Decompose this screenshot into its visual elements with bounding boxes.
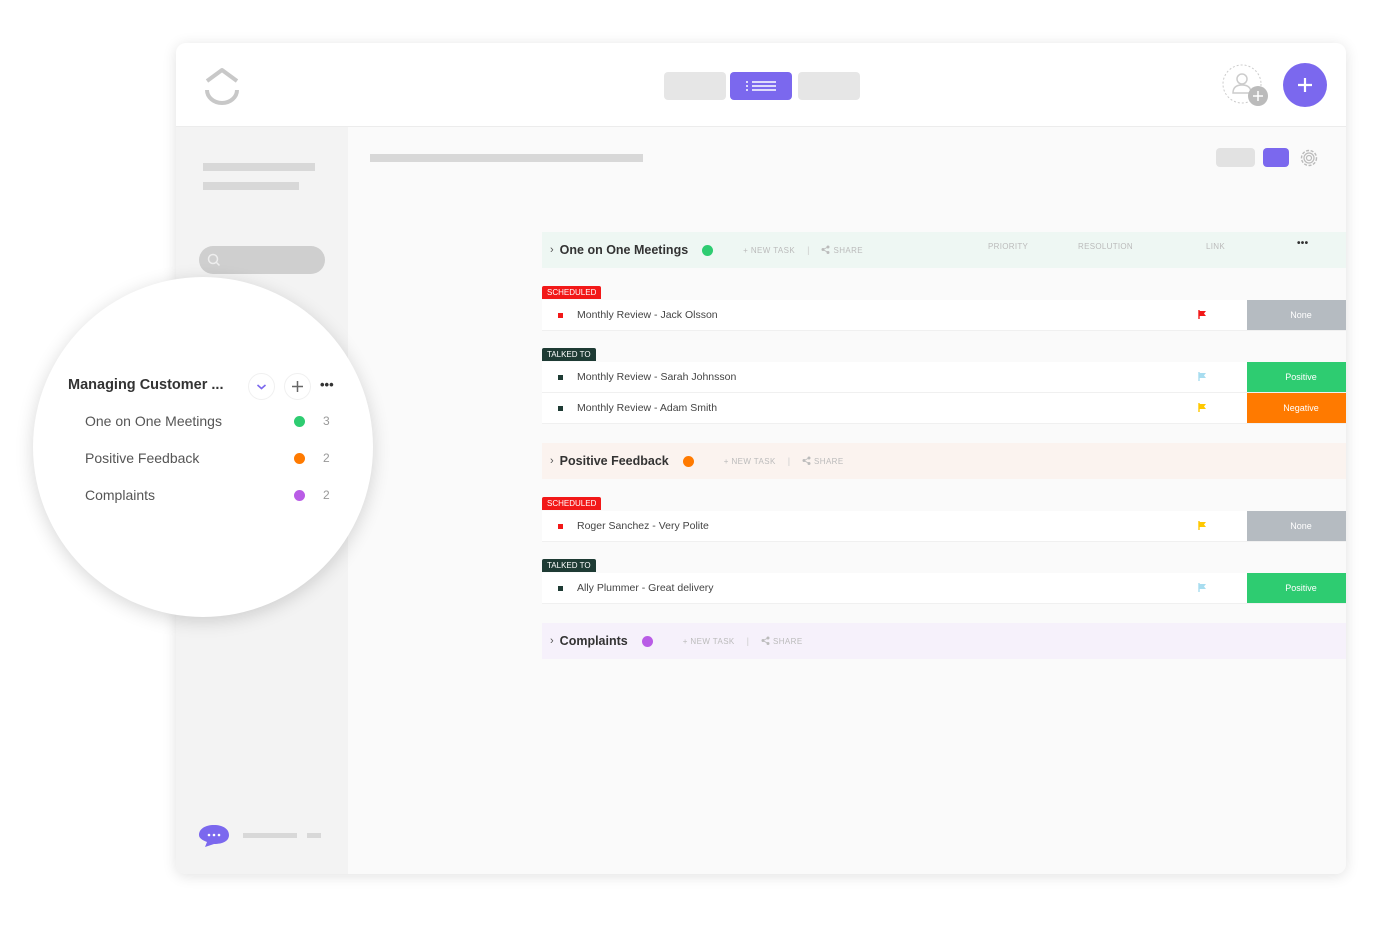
resolution-cell[interactable]: Positive (1247, 362, 1346, 392)
task-name[interactable]: Roger Sanchez - Very Polite (577, 520, 709, 532)
add-user-icon[interactable] (1221, 63, 1271, 109)
sidebar-placeholder (203, 182, 299, 190)
list-group-header[interactable]: ›Complaints+ NEW TASK|SHARE› LIST DETAIL… (542, 623, 1346, 659)
share-label: SHARE (833, 246, 864, 255)
more-icon[interactable]: ••• (320, 377, 334, 392)
task-row[interactable]: Monthly Review - Jack OlssonNonehttp://w… (542, 300, 1346, 331)
list-color-dot (294, 416, 305, 427)
divider: | (787, 456, 791, 466)
divider: | (746, 636, 750, 646)
sidebar-placeholder (203, 163, 315, 171)
column-header-priority[interactable]: PRIORITY (988, 242, 1029, 251)
page-title-placeholder (370, 154, 643, 162)
space-title[interactable]: Managing Customer ... (68, 377, 224, 393)
chevron-right-icon[interactable]: › (550, 455, 554, 467)
status-tag: TALKED TO (542, 348, 596, 361)
priority-flag-icon[interactable] (1198, 583, 1206, 592)
resolution-cell[interactable]: Negative (1247, 393, 1346, 423)
view-tab-board[interactable] (664, 72, 726, 100)
search-icon (207, 253, 221, 267)
share-icon (761, 636, 770, 645)
list-group-title[interactable]: Positive Feedback (559, 454, 669, 468)
share-label: SHARE (773, 637, 803, 646)
status-square (558, 405, 563, 411)
priority-flag-icon[interactable] (1198, 372, 1206, 381)
status-square (558, 312, 563, 318)
list-task-count: 2 (323, 451, 330, 465)
status-tag: TALKED TO (542, 559, 596, 572)
task-row[interactable]: Roger Sanchez - Very PoliteNonehttp://ww… (542, 511, 1346, 542)
list-group-title[interactable]: One on One Meetings (559, 243, 689, 257)
list-group-header[interactable]: ›Positive Feedback+ NEW TASK|SHARE› LIST… (542, 443, 1346, 479)
sidebar-list-item[interactable]: Positive Feedback (85, 450, 200, 466)
plus-icon (292, 381, 303, 392)
footer-placeholder (243, 833, 297, 838)
logo-icon[interactable] (203, 65, 243, 107)
chevron-right-icon[interactable]: › (550, 635, 554, 647)
share-button[interactable]: SHARE (761, 636, 803, 646)
status-square (558, 585, 563, 591)
top-bar (176, 43, 1346, 127)
status-tag: SCHEDULED (542, 497, 602, 510)
status-dot (682, 455, 694, 467)
task-name[interactable]: Monthly Review - Sarah Johnsson (577, 371, 737, 383)
view-tab-calendar[interactable] (798, 72, 860, 100)
list-color-dot (294, 490, 305, 501)
sidebar-list-item[interactable]: Complaints (85, 487, 156, 503)
task-row[interactable]: Ally Plummer - Great deliveryPositivehtt… (542, 573, 1346, 604)
priority-flag-icon[interactable] (1198, 521, 1206, 530)
list-group-title[interactable]: Complaints (559, 634, 628, 648)
create-button[interactable] (1283, 63, 1327, 107)
list-task-count: 3 (323, 414, 330, 428)
toggle-button-active[interactable] (1263, 148, 1289, 167)
list-color-dot (294, 453, 305, 464)
chevron-down-icon (256, 384, 267, 390)
resolution-cell[interactable]: None (1247, 300, 1346, 330)
status-dot (641, 635, 653, 647)
list-group-header[interactable]: ›One on One Meetings+ NEW TASK|SHARE› LI… (542, 232, 1346, 268)
new-task-button[interactable]: + NEW TASK (682, 636, 735, 646)
task-name[interactable]: Monthly Review - Adam Smith (577, 402, 718, 414)
share-icon (821, 245, 830, 254)
share-button[interactable]: SHARE (802, 456, 844, 466)
status-square (558, 374, 563, 380)
toggle-button[interactable] (1216, 148, 1255, 167)
collapse-button[interactable] (248, 373, 275, 400)
add-list-button[interactable] (284, 373, 311, 400)
view-tab-list[interactable] (730, 72, 792, 100)
share-label: SHARE (814, 457, 844, 466)
share-button[interactable]: SHARE (821, 245, 863, 255)
task-name[interactable]: Ally Plummer - Great delivery (577, 582, 714, 594)
divider: | (807, 245, 810, 255)
priority-flag-icon[interactable] (1198, 403, 1206, 412)
chevron-right-icon[interactable]: › (550, 244, 554, 256)
resolution-cell[interactable]: Positive (1247, 573, 1346, 603)
resolution-cell[interactable]: None (1247, 511, 1346, 541)
sidebar-zoom-callout: Managing Customer ... ••• One on One Mee… (33, 277, 373, 617)
task-name[interactable]: Monthly Review - Jack Olsson (577, 309, 718, 321)
share-icon (802, 456, 811, 465)
priority-flag-icon[interactable] (1198, 310, 1206, 319)
main-content: › One on One Meetings + NEW TASK | SHARE › LI… (348, 127, 1346, 874)
chat-icon[interactable] (198, 823, 232, 849)
footer-placeholder (307, 833, 321, 838)
gear-icon[interactable] (1298, 147, 1320, 169)
new-task-button[interactable]: + NEW TASK (743, 245, 796, 255)
task-row[interactable]: Monthly Review - Adam SmithNegativehttp:… (542, 393, 1346, 424)
column-options-icon[interactable]: ••• (1297, 238, 1309, 249)
status-square (558, 523, 563, 529)
search-input[interactable] (199, 246, 325, 274)
status-dot (702, 244, 714, 256)
list-task-count: 2 (323, 488, 330, 502)
task-row[interactable]: Monthly Review - Sarah JohnssonPositiveh… (542, 362, 1346, 393)
plus-icon (1298, 78, 1312, 92)
list-view-icon (746, 81, 776, 91)
column-header-link[interactable]: LINK (1206, 242, 1225, 251)
sidebar-list-item[interactable]: One on One Meetings (85, 413, 222, 429)
new-task-button[interactable]: + NEW TASK (723, 456, 776, 466)
column-header-resolution[interactable]: RESOLUTION (1078, 242, 1134, 251)
status-tag: SCHEDULED (542, 286, 602, 299)
